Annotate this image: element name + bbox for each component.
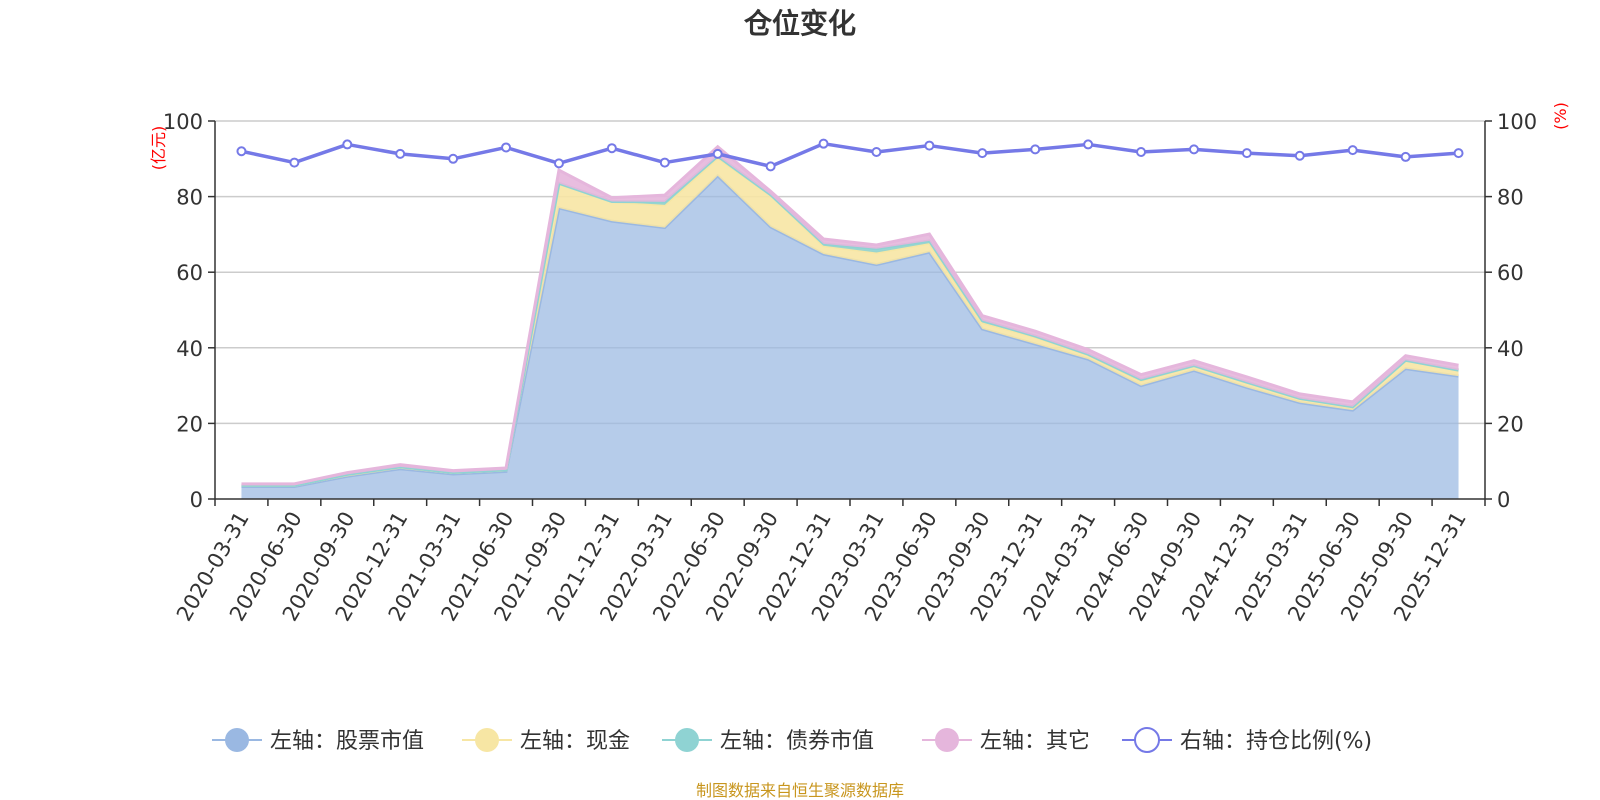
ratio-point	[1241, 148, 1252, 159]
legend-item-2[interactable]: 左轴：债券市值	[662, 728, 874, 754]
left-tick-label: 60	[176, 261, 203, 285]
ratio-point	[1188, 144, 1199, 155]
ratio-point	[606, 143, 617, 154]
ratio-point	[1030, 144, 1041, 155]
chart-title: 仓位变化	[744, 7, 856, 40]
right-tick-label: 80	[1497, 186, 1524, 210]
ratio-line	[236, 138, 1464, 172]
legend-label: 左轴：现金	[520, 729, 630, 754]
right-tick-label: 20	[1497, 412, 1524, 436]
right-axis-unit: (%)	[1551, 102, 1570, 130]
ratio-point	[818, 138, 829, 149]
ratio-point	[289, 157, 300, 168]
ratio-point	[501, 142, 512, 153]
area-edge-3	[241, 144, 1459, 486]
legend-label: 左轴：债券市值	[720, 729, 874, 754]
legend-marker	[1134, 727, 1160, 753]
right-tick-label: 100	[1497, 110, 1537, 134]
legend-marker	[935, 728, 959, 752]
ratio-point	[1347, 145, 1358, 156]
ratio-point	[1083, 139, 1094, 150]
legend-label: 右轴：持仓比例(%)	[1180, 729, 1372, 754]
data-source-note: 制图数据来自恒生聚源数据库	[696, 781, 904, 800]
ratio-point	[712, 148, 723, 159]
ratio-point	[977, 148, 988, 159]
right-tick-label: 60	[1497, 261, 1524, 285]
area-0	[241, 175, 1459, 499]
ratio-point	[1136, 146, 1147, 157]
ratio-point	[553, 158, 564, 169]
legend-marker	[675, 728, 699, 752]
right-tick-label: 0	[1497, 488, 1510, 512]
left-axis-unit: (亿元)	[149, 126, 168, 171]
ratio-point	[448, 153, 459, 164]
legend-item-4[interactable]: 右轴：持仓比例(%)	[1122, 727, 1372, 754]
ratio-point	[1294, 150, 1305, 161]
left-tick-label: 100	[163, 110, 203, 134]
left-tick-label: 20	[176, 412, 203, 436]
legend-marker	[475, 728, 499, 752]
ratio-point	[871, 146, 882, 157]
stacked-areas	[241, 144, 1459, 499]
legend-item-1[interactable]: 左轴：现金	[462, 728, 630, 754]
left-tick-label: 40	[176, 337, 203, 361]
legend-label: 左轴：股票市值	[270, 729, 424, 754]
legend-item-3[interactable]: 左轴：其它	[922, 728, 1090, 754]
ratio-point	[765, 161, 776, 172]
legend-marker	[225, 728, 249, 752]
ratio-point	[395, 148, 406, 159]
legend: 左轴：股票市值 左轴：现金 左轴：债券市值 左轴：其它 右轴：持仓比例(%)	[212, 727, 1372, 754]
ratio-point	[342, 139, 353, 150]
legend-item-0[interactable]: 左轴：股票市值	[212, 728, 424, 754]
left-tick-label: 0	[190, 488, 203, 512]
legend-label: 左轴：其它	[980, 729, 1090, 754]
ratio-point	[659, 157, 670, 168]
ratio-point	[236, 146, 247, 157]
ratio-point	[1400, 151, 1411, 162]
right-tick-label: 40	[1497, 337, 1524, 361]
ratio-point	[1453, 148, 1464, 159]
ratio-line-path	[241, 141, 1459, 169]
left-tick-label: 80	[176, 186, 203, 210]
ratio-point	[924, 140, 935, 151]
